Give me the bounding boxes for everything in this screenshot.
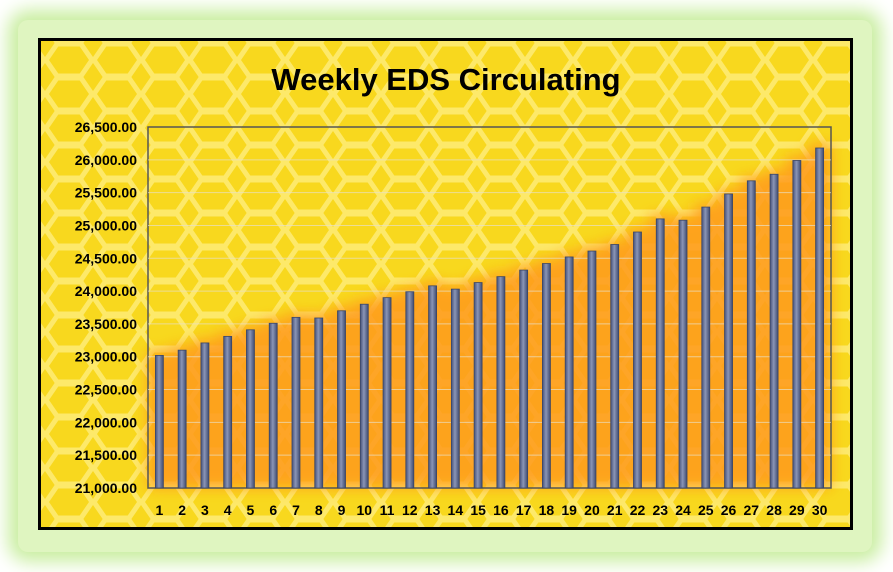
bar xyxy=(655,218,665,489)
gridlines xyxy=(148,159,831,456)
bar xyxy=(496,276,506,489)
bar xyxy=(337,310,346,489)
x-tick-label: 7 xyxy=(292,502,300,518)
y-tick-label: 25,000.00 xyxy=(75,217,137,233)
bar xyxy=(746,180,756,489)
bar xyxy=(792,160,802,489)
bar xyxy=(678,219,688,489)
bar xyxy=(564,256,574,489)
bar xyxy=(223,335,233,489)
bar xyxy=(154,355,164,489)
x-axis-ticks: 1 2 3 4 5 6 7 8 9 10 11 12 13 14 15 16 17 18 19 20 21 22 23 24 2… xyxy=(155,502,827,518)
bar xyxy=(177,349,187,489)
y-tick-label: 23,500.00 xyxy=(75,316,137,332)
bar xyxy=(473,282,483,489)
y-tick-label: 22,500.00 xyxy=(75,382,137,398)
bar xyxy=(769,173,779,489)
x-tick-label: 28 xyxy=(766,502,782,518)
bar xyxy=(405,291,415,489)
x-tick-label: 11 xyxy=(380,502,395,518)
y-tick-label: 21,500.00 xyxy=(75,447,137,463)
bar xyxy=(610,244,620,489)
chart-svg: Weekly EDS Circulating 21,000.00 21,500.0… xyxy=(41,41,850,527)
x-tick-label: 18 xyxy=(539,502,555,518)
x-tick-label: 1 xyxy=(155,502,163,518)
y-tick-label: 24,000.00 xyxy=(75,283,137,299)
y-tick-label: 25,500.00 xyxy=(75,185,137,201)
y-tick-label: 23,000.00 xyxy=(75,349,137,365)
x-tick-label: 29 xyxy=(789,502,805,518)
x-tick-label: 30 xyxy=(812,502,828,518)
x-tick-label: 21 xyxy=(607,502,623,518)
x-tick-label: 23 xyxy=(652,502,668,518)
x-tick-label: 17 xyxy=(516,502,532,518)
bar xyxy=(314,317,324,489)
x-tick-label: 24 xyxy=(675,502,691,518)
y-axis-ticks: 21,000.00 21,500.00 22,000.00 22,500.00 23,0… xyxy=(75,119,137,496)
y-tick-label: 26,000.00 xyxy=(75,152,137,168)
bar xyxy=(200,342,210,489)
x-tick-label: 10 xyxy=(356,502,372,518)
x-tick-label: 22 xyxy=(630,502,646,518)
x-tick-label: 15 xyxy=(470,502,486,518)
bar xyxy=(246,329,255,489)
x-tick-label: 6 xyxy=(269,502,277,518)
x-tick-label: 2 xyxy=(178,502,186,518)
x-tick-label: 9 xyxy=(338,502,346,518)
bar xyxy=(587,250,597,489)
bar xyxy=(542,263,551,489)
bar xyxy=(701,206,711,489)
x-tick-label: 14 xyxy=(448,502,464,518)
bar xyxy=(450,288,460,489)
chart-frame: Weekly EDS Circulating 21,000.00 21,500.0… xyxy=(38,38,853,530)
y-tick-label: 26,500.00 xyxy=(75,119,137,135)
x-tick-label: 5 xyxy=(247,502,255,518)
bar-series xyxy=(154,147,825,489)
bar xyxy=(382,297,392,489)
y-tick-label: 21,000.00 xyxy=(75,480,137,496)
bar xyxy=(291,316,301,489)
bar xyxy=(359,303,369,489)
x-tick-label: 27 xyxy=(744,502,760,518)
y-tick-label: 24,500.00 xyxy=(75,250,137,266)
bar xyxy=(519,269,529,489)
x-tick-label: 4 xyxy=(224,502,232,518)
chart-title: Weekly EDS Circulating xyxy=(271,62,620,97)
y-tick-label: 22,000.00 xyxy=(75,414,137,430)
bar xyxy=(428,285,437,489)
x-tick-label: 13 xyxy=(425,502,441,518)
bar xyxy=(724,193,733,489)
bar xyxy=(268,322,278,489)
x-tick-label: 25 xyxy=(698,502,714,518)
x-tick-label: 12 xyxy=(402,502,418,518)
bar xyxy=(815,147,825,489)
x-tick-label: 8 xyxy=(315,502,323,518)
x-tick-label: 3 xyxy=(201,502,209,518)
x-tick-label: 19 xyxy=(561,502,577,518)
x-tick-label: 26 xyxy=(721,502,737,518)
plot-area-border xyxy=(147,126,832,489)
bar xyxy=(633,231,642,489)
x-tick-label: 20 xyxy=(584,502,600,518)
x-tick-label: 16 xyxy=(493,502,509,518)
